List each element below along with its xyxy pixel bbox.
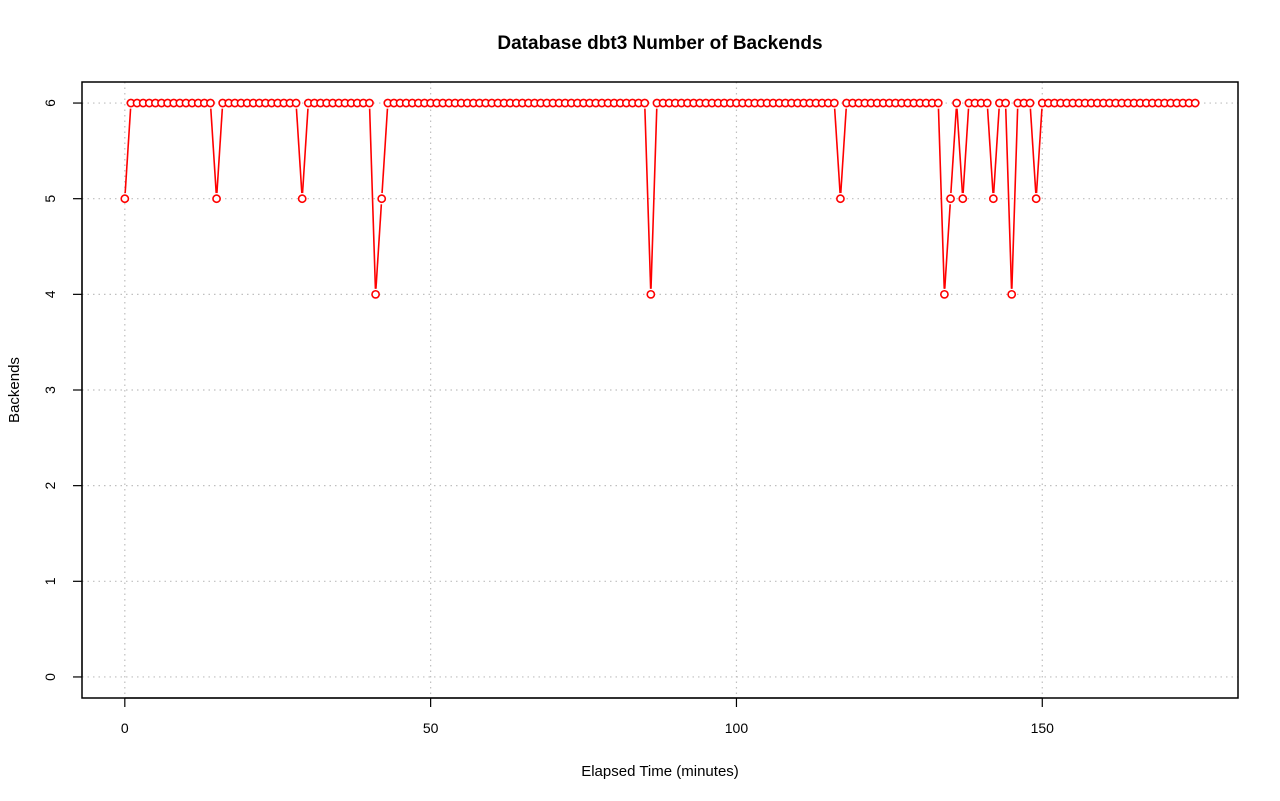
y-tick-label: 4: [42, 290, 58, 298]
x-tick-label: 50: [423, 720, 439, 736]
series-segment: [1011, 108, 1019, 289]
data-point: [958, 194, 968, 204]
series-segment: [962, 108, 970, 194]
data-point: [206, 98, 215, 108]
x-axis: 0 50 100 150: [121, 697, 1055, 736]
x-axis-label: Elapsed Time (minutes): [581, 763, 739, 780]
data-point: [365, 98, 374, 108]
y-tick-label: 2: [42, 482, 58, 490]
data-point: [120, 194, 130, 204]
data-point: [829, 98, 839, 108]
data-point: [371, 289, 380, 299]
y-tick-label: 0: [42, 673, 58, 681]
data-point: [640, 98, 650, 108]
series-segment: [1004, 108, 1013, 289]
series-segment: [833, 108, 841, 194]
data-point: [212, 194, 221, 204]
data-point: [1190, 98, 1200, 108]
data-point: [940, 289, 949, 299]
data-point: [1025, 98, 1035, 108]
series-segment: [381, 108, 389, 194]
series-segment: [650, 108, 658, 289]
x-tick-label: 0: [121, 720, 129, 736]
series-segment: [1029, 108, 1037, 194]
series-segment: [301, 108, 309, 194]
series-segment: [375, 204, 383, 289]
x-tick-label: 150: [1031, 720, 1055, 736]
data-point: [291, 98, 301, 108]
series-line: [124, 108, 1043, 289]
series-segment: [216, 108, 224, 194]
series-segment: [210, 108, 218, 194]
series-segment: [368, 108, 377, 289]
data-point: [952, 98, 962, 108]
data-point: [1031, 194, 1041, 204]
series-segment: [950, 108, 958, 194]
y-tick-label: 1: [42, 577, 58, 585]
y-tick-label: 6: [42, 99, 58, 107]
series-segment: [956, 108, 964, 194]
data-point: [297, 194, 307, 204]
data-point: [377, 194, 387, 204]
chart-title: Database dbt3 Number of Backends: [497, 33, 822, 54]
series-segment: [839, 108, 847, 194]
y-tick-label: 5: [42, 195, 58, 203]
series-layer: [120, 98, 1200, 299]
data-point: [1007, 289, 1017, 299]
data-point: [1001, 98, 1010, 108]
series-segment: [937, 108, 946, 289]
data-point: [982, 98, 992, 108]
y-tick-label: 3: [42, 386, 58, 394]
series-points: [120, 98, 1200, 299]
data-point: [646, 289, 656, 299]
series-segment: [644, 108, 652, 289]
series-segment: [943, 204, 951, 289]
data-point: [933, 98, 943, 108]
series-segment: [992, 108, 1000, 194]
y-axis: 0 1 2 3 4 5 6: [42, 99, 83, 681]
grid-lines: [82, 82, 1238, 698]
y-axis-label: Backends: [6, 357, 23, 423]
series-segment: [1035, 108, 1043, 194]
x-tick-label: 100: [725, 720, 749, 736]
series-segment: [124, 108, 132, 194]
data-point: [836, 194, 845, 204]
data-point: [946, 194, 955, 204]
series-segment: [295, 108, 303, 194]
series-segment: [986, 108, 994, 194]
data-point: [988, 194, 998, 204]
